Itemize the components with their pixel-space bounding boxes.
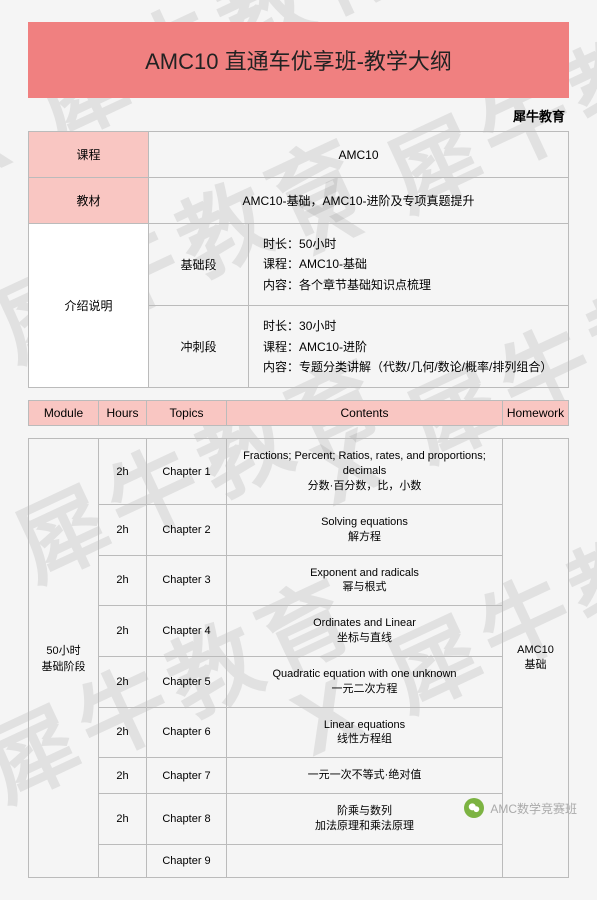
brand-label: 犀牛教育 <box>28 98 569 131</box>
topic-cell: Chapter 3 <box>147 555 227 606</box>
dur-label: 时长： <box>263 237 299 251</box>
topic-cell: Chapter 5 <box>147 656 227 707</box>
dur-val: 30小时 <box>299 319 336 333</box>
info-value-textbook: AMC10-基础，AMC10-进阶及专项真题提升 <box>149 178 569 224</box>
content-val: 各个章节基础知识点梳理 <box>299 278 431 292</box>
page-title: AMC10 直通车优享班-教学大纲 <box>28 22 569 98</box>
header-homework: Homework <box>503 401 569 426</box>
table-row: 教材 AMC10-基础，AMC10-进阶及专项真题提升 <box>29 178 569 224</box>
topic-cell: Chapter 2 <box>147 504 227 555</box>
table-row: 2hChapter 4Ordinates and Linear坐标与直线 <box>29 606 569 657</box>
course-label: 课程： <box>263 257 299 271</box>
hours-cell: 2h <box>99 439 147 505</box>
topic-cell: Chapter 8 <box>147 794 227 845</box>
table-row: 课程 AMC10 <box>29 132 569 178</box>
contents-cell <box>227 844 503 877</box>
topic-cell: Chapter 7 <box>147 758 227 794</box>
stage-name-sprint: 冲刺段 <box>149 306 249 388</box>
hours-cell <box>99 844 147 877</box>
syllabus-header: Module Hours Topics Contents Homework <box>28 400 569 426</box>
table-row: 2hChapter 7一元一次不等式·绝对值 <box>29 758 569 794</box>
footer-text: AMC数学竞赛班 <box>490 800 577 817</box>
topic-cell: Chapter 9 <box>147 844 227 877</box>
table-row: Chapter 9 <box>29 844 569 877</box>
table-row: 2hChapter 5Quadratic equation with one u… <box>29 656 569 707</box>
content-val: 专题分类讲解（代数/几何/数论/概率/排列组合） <box>299 360 552 374</box>
info-table: 课程 AMC10 教材 AMC10-基础，AMC10-进阶及专项真题提升 介绍说… <box>28 131 569 388</box>
content-label: 内容： <box>263 278 299 292</box>
info-label-textbook: 教材 <box>29 178 149 224</box>
header-module: Module <box>29 401 99 426</box>
table-row: 2hChapter 2Solving equations解方程 <box>29 504 569 555</box>
stage-detail-basic: 时长：50小时 课程：AMC10-基础 内容：各个章节基础知识点梳理 <box>249 224 569 306</box>
contents-cell: Fractions; Percent; Ratios, rates, and p… <box>227 439 503 505</box>
stage-name-basic: 基础段 <box>149 224 249 306</box>
contents-cell: Solving equations解方程 <box>227 504 503 555</box>
table-row: 2hChapter 6Linear equations线性方程组 <box>29 707 569 758</box>
contents-cell: 一元一次不等式·绝对值 <box>227 758 503 794</box>
hours-cell: 2h <box>99 707 147 758</box>
dur-label: 时长： <box>263 319 299 333</box>
header-topics: Topics <box>147 401 227 426</box>
header-hours: Hours <box>99 401 147 426</box>
intro-label: 介绍说明 <box>29 224 149 388</box>
topic-cell: Chapter 4 <box>147 606 227 657</box>
hours-cell: 2h <box>99 606 147 657</box>
header-contents: Contents <box>227 401 503 426</box>
hours-cell: 2h <box>99 656 147 707</box>
stage-detail-sprint: 时长：30小时 课程：AMC10-进阶 内容：专题分类讲解（代数/几何/数论/概… <box>249 306 569 388</box>
course-label: 课程： <box>263 340 299 354</box>
course-val: AMC10-基础 <box>299 257 367 271</box>
topic-cell: Chapter 1 <box>147 439 227 505</box>
info-value-course: AMC10 <box>149 132 569 178</box>
content-label: 内容： <box>263 360 299 374</box>
table-row: 50小时基础阶段2hChapter 1Fractions; Percent; R… <box>29 439 569 505</box>
hours-cell: 2h <box>99 794 147 845</box>
dur-val: 50小时 <box>299 237 336 251</box>
table-row: 介绍说明 基础段 时长：50小时 课程：AMC10-基础 内容：各个章节基础知识… <box>29 224 569 306</box>
contents-cell: Ordinates and Linear坐标与直线 <box>227 606 503 657</box>
contents-cell: Exponent and radicals幂与根式 <box>227 555 503 606</box>
contents-cell: Quadratic equation with one unknown一元二次方… <box>227 656 503 707</box>
wechat-icon <box>464 798 484 818</box>
info-label-course: 课程 <box>29 132 149 178</box>
course-val: AMC10-进阶 <box>299 340 367 354</box>
hours-cell: 2h <box>99 758 147 794</box>
footer-tag: AMC数学竞赛班 <box>464 798 577 818</box>
table-row: 2hChapter 3Exponent and radicals幂与根式 <box>29 555 569 606</box>
topic-cell: Chapter 6 <box>147 707 227 758</box>
hours-cell: 2h <box>99 555 147 606</box>
hours-cell: 2h <box>99 504 147 555</box>
contents-cell: 阶乘与数列加法原理和乘法原理 <box>227 794 503 845</box>
contents-cell: Linear equations线性方程组 <box>227 707 503 758</box>
module-cell: 50小时基础阶段 <box>29 439 99 878</box>
